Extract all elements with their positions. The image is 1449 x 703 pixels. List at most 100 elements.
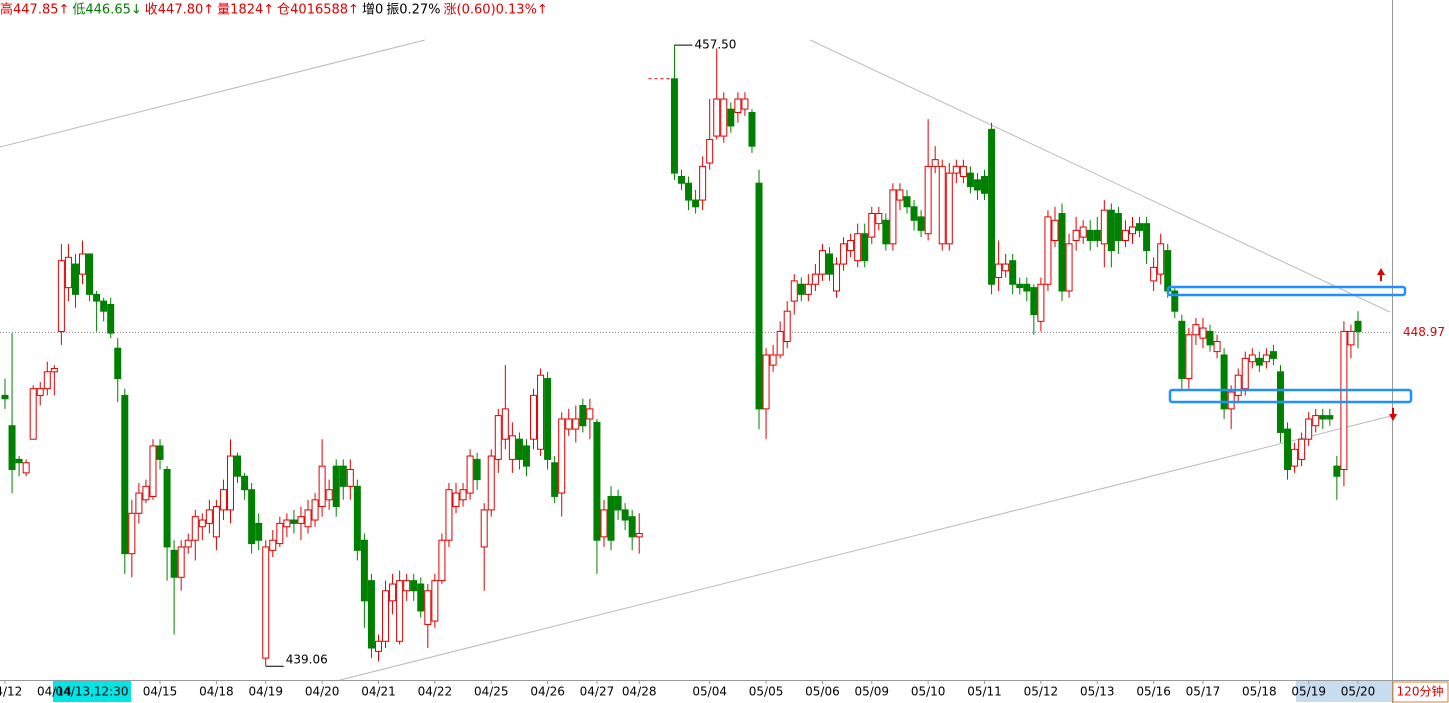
x-tick-label: 05/13	[1080, 685, 1115, 699]
x-tick-label: 04/22	[418, 685, 453, 699]
candle-body	[1171, 290, 1179, 312]
candle-body	[339, 465, 347, 487]
arrow-up	[1377, 268, 1385, 281]
candle-body	[910, 206, 918, 221]
candle-body	[128, 512, 136, 555]
candle-body	[783, 310, 791, 343]
candle-body	[346, 468, 354, 487]
candle-body	[833, 263, 841, 292]
candle-body	[614, 495, 622, 511]
zone-box	[1166, 285, 1407, 297]
candle-body	[762, 354, 770, 410]
candle-body	[755, 182, 763, 410]
candle-body	[706, 138, 714, 164]
x-tick-label: 05/16	[1136, 685, 1171, 699]
candle-body	[1234, 374, 1242, 396]
x-tick-label: 05/05	[749, 685, 784, 699]
candle-body	[22, 462, 30, 474]
candle-body	[1269, 351, 1277, 359]
candle-body	[57, 260, 65, 332]
candle-body	[966, 172, 974, 188]
candle-body	[1150, 266, 1158, 282]
candle-body	[438, 539, 446, 582]
candle-body	[212, 506, 220, 538]
candle-body	[374, 640, 382, 652]
candle-body	[1354, 320, 1362, 332]
x-tick-label: 04/14	[37, 685, 72, 699]
candle-body	[353, 485, 361, 551]
candle-body	[1255, 357, 1263, 366]
candle-body	[487, 455, 495, 511]
candle-body	[452, 492, 460, 508]
header-item: 涨(0.60)0.13%↑	[444, 3, 548, 18]
candle-body	[198, 519, 206, 528]
candle-body	[1333, 465, 1341, 477]
candle-body	[1, 394, 9, 400]
candle-body	[713, 98, 721, 137]
candle-body	[1312, 415, 1320, 427]
candle-body	[875, 213, 883, 225]
candle-body	[1178, 320, 1186, 380]
candle-body	[241, 475, 249, 491]
candle-body	[360, 539, 368, 602]
candle-body	[572, 418, 580, 430]
candle-body	[1058, 213, 1066, 292]
candle-body	[311, 499, 319, 521]
x-tick-label: 05/11	[967, 685, 1002, 699]
candle-body	[1044, 216, 1052, 285]
x-tick-label: 04/18	[199, 685, 234, 699]
candle-body	[727, 108, 735, 127]
candle-body	[825, 253, 833, 275]
x-tick-label: 05/19	[1291, 685, 1326, 699]
candle-body	[628, 516, 636, 538]
candle-body	[952, 165, 960, 174]
cursor-label: 04/13,12:30	[56, 685, 129, 699]
candle-body	[981, 175, 989, 194]
x-tick-label: 04/15	[143, 685, 178, 699]
candle-body	[219, 489, 227, 511]
candle-body	[276, 522, 284, 545]
candle-body	[149, 445, 157, 497]
x-tick-label: 05/04	[692, 685, 727, 699]
candle-body	[861, 233, 869, 262]
candle-body	[868, 213, 876, 238]
candle-body	[1114, 213, 1122, 241]
candle-body	[501, 408, 509, 440]
candle-body	[480, 509, 488, 548]
candle-body	[15, 458, 23, 464]
period-box	[1392, 681, 1449, 703]
candle-body	[417, 583, 425, 612]
candle-body	[177, 546, 185, 578]
candle-body	[579, 405, 587, 427]
candle-body	[776, 330, 784, 356]
x-tick-label: 04/21	[361, 685, 396, 699]
x-tick-label: 05/12	[1024, 685, 1059, 699]
candle-body	[945, 172, 953, 245]
candle-body	[318, 465, 326, 508]
candle-body	[586, 408, 594, 420]
candle-body	[43, 371, 51, 390]
candle-body	[410, 580, 418, 592]
candle-body	[1072, 229, 1080, 241]
candle-body	[600, 509, 608, 538]
candle-body	[64, 256, 72, 289]
candle-body	[854, 233, 862, 262]
candle-body	[1016, 283, 1024, 289]
candle-body	[1086, 229, 1094, 241]
candle-body	[1220, 354, 1228, 410]
low-marker-label: 439.06	[286, 653, 328, 667]
candle-body	[163, 468, 171, 548]
candle-body	[86, 253, 94, 295]
candle-body	[621, 509, 629, 521]
candle-body	[1030, 287, 1038, 316]
candle-body	[290, 519, 298, 524]
candle-body	[1051, 219, 1059, 241]
candle-body	[889, 189, 897, 245]
candle-body	[389, 583, 397, 602]
header-item: 量1824↑	[217, 3, 274, 18]
candle-body	[847, 239, 855, 252]
candle-body	[537, 374, 545, 450]
candle-body	[1129, 226, 1136, 235]
candle-body	[692, 199, 700, 208]
candle-body	[424, 590, 432, 625]
